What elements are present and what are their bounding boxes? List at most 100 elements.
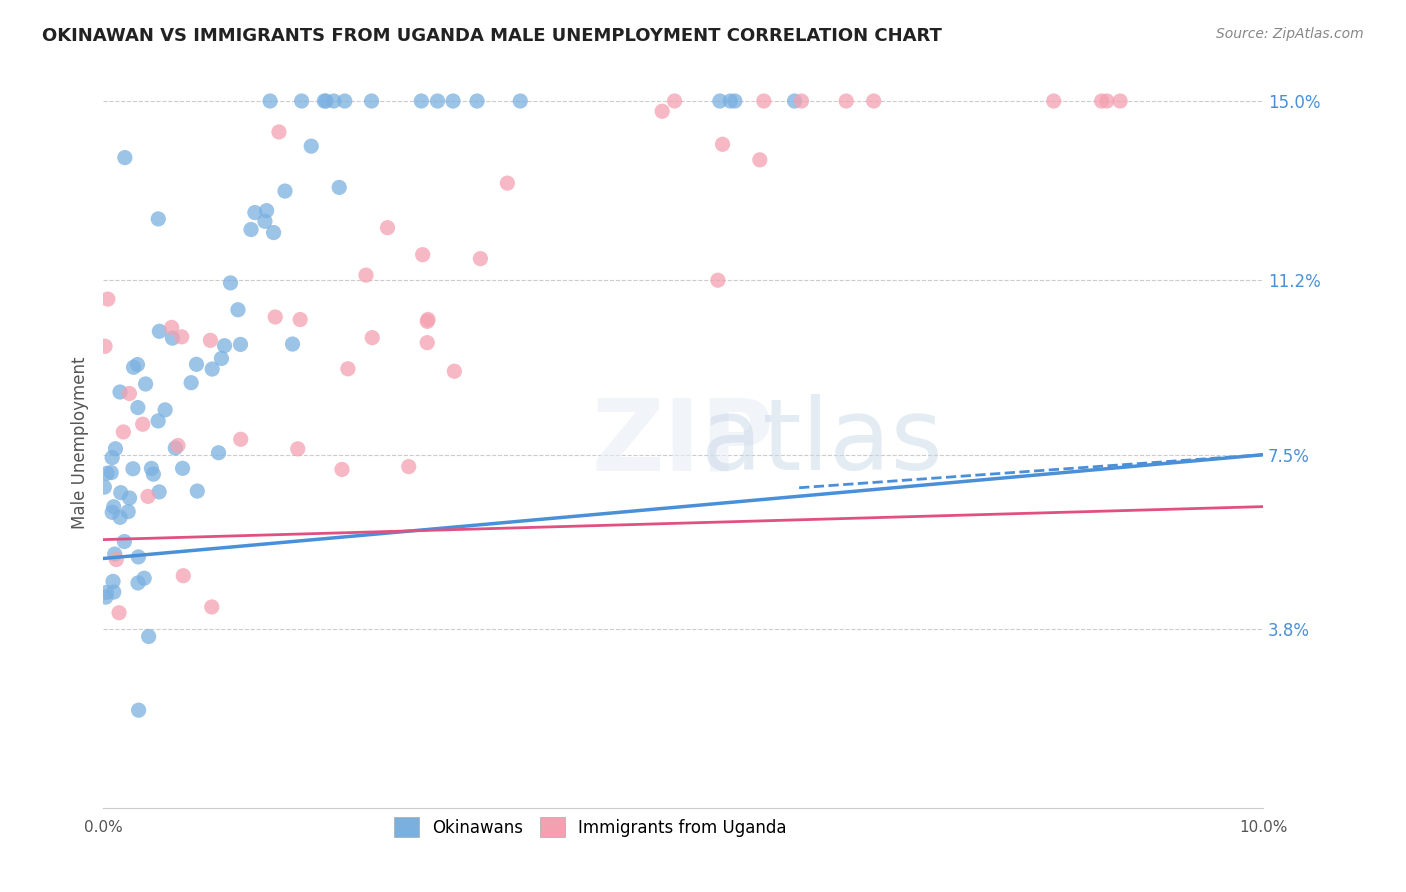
Okinawans bbox=[146, 414, 169, 428]
Okinawans bbox=[211, 351, 233, 366]
Immigrants from Uganda bbox=[862, 94, 884, 108]
Immigrants from Uganda bbox=[496, 176, 519, 190]
Okinawans bbox=[226, 302, 249, 317]
Immigrants from Uganda bbox=[412, 248, 434, 262]
Immigrants from Uganda bbox=[131, 417, 153, 432]
Okinawans bbox=[100, 466, 122, 480]
Okinawans bbox=[328, 180, 350, 194]
Immigrants from Uganda bbox=[470, 252, 492, 266]
Immigrants from Uganda bbox=[112, 425, 135, 439]
Immigrants from Uganda bbox=[108, 606, 131, 620]
Okinawans bbox=[172, 461, 194, 475]
Okinawans bbox=[94, 590, 117, 604]
Immigrants from Uganda bbox=[167, 438, 190, 452]
Okinawans bbox=[229, 337, 252, 351]
Immigrants from Uganda bbox=[267, 125, 290, 139]
Okinawans bbox=[709, 94, 731, 108]
Okinawans bbox=[127, 549, 149, 564]
Okinawans bbox=[148, 484, 170, 499]
Okinawans bbox=[465, 94, 488, 108]
Okinawans bbox=[509, 94, 531, 108]
Text: OKINAWAN VS IMMIGRANTS FROM UGANDA MALE UNEMPLOYMENT CORRELATION CHART: OKINAWAN VS IMMIGRANTS FROM UGANDA MALE … bbox=[42, 27, 942, 45]
Immigrants from Uganda bbox=[790, 94, 813, 108]
Immigrants from Uganda bbox=[707, 273, 730, 287]
Okinawans bbox=[263, 226, 285, 240]
Okinawans bbox=[426, 94, 449, 108]
Okinawans bbox=[186, 357, 208, 371]
Okinawans bbox=[104, 547, 127, 561]
Immigrants from Uganda bbox=[711, 137, 734, 152]
Okinawans bbox=[127, 576, 149, 591]
Okinawans bbox=[153, 402, 176, 417]
Okinawans bbox=[108, 510, 131, 524]
Immigrants from Uganda bbox=[1042, 94, 1064, 108]
Immigrants from Uganda bbox=[118, 386, 141, 401]
Okinawans bbox=[718, 94, 741, 108]
Immigrants from Uganda bbox=[416, 314, 439, 328]
Okinawans bbox=[148, 211, 170, 226]
Okinawans bbox=[315, 94, 337, 108]
Okinawans bbox=[165, 441, 187, 455]
Okinawans bbox=[103, 585, 125, 599]
Immigrants from Uganda bbox=[416, 312, 439, 326]
Okinawans bbox=[783, 94, 806, 108]
Immigrants from Uganda bbox=[136, 489, 159, 503]
Okinawans bbox=[274, 184, 297, 198]
Okinawans bbox=[108, 384, 131, 399]
Immigrants from Uganda bbox=[752, 94, 775, 108]
Okinawans bbox=[214, 339, 236, 353]
Okinawans bbox=[127, 401, 149, 415]
Immigrants from Uganda bbox=[287, 442, 309, 456]
Okinawans bbox=[96, 467, 118, 481]
Immigrants from Uganda bbox=[200, 334, 222, 348]
Okinawans bbox=[128, 703, 150, 717]
Immigrants from Uganda bbox=[97, 292, 120, 306]
Okinawans bbox=[243, 205, 266, 219]
Text: Source: ZipAtlas.com: Source: ZipAtlas.com bbox=[1216, 27, 1364, 41]
Okinawans bbox=[138, 630, 160, 644]
Okinawans bbox=[101, 450, 124, 465]
Okinawans bbox=[201, 362, 224, 376]
Immigrants from Uganda bbox=[170, 330, 193, 344]
Immigrants from Uganda bbox=[377, 220, 399, 235]
Okinawans bbox=[148, 324, 170, 338]
Okinawans bbox=[411, 94, 433, 108]
Okinawans bbox=[299, 139, 322, 153]
Immigrants from Uganda bbox=[336, 361, 359, 376]
Immigrants from Uganda bbox=[354, 268, 377, 282]
Okinawans bbox=[240, 222, 263, 236]
Okinawans bbox=[162, 331, 184, 345]
Okinawans bbox=[117, 505, 139, 519]
Okinawans bbox=[110, 485, 132, 500]
Okinawans bbox=[135, 376, 157, 391]
Okinawans bbox=[219, 276, 242, 290]
Okinawans bbox=[253, 214, 276, 228]
Immigrants from Uganda bbox=[416, 335, 439, 350]
Okinawans bbox=[118, 491, 141, 505]
Okinawans bbox=[142, 467, 165, 482]
Immigrants from Uganda bbox=[664, 94, 686, 108]
Okinawans bbox=[134, 571, 156, 585]
Immigrants from Uganda bbox=[1095, 94, 1118, 108]
Immigrants from Uganda bbox=[835, 94, 858, 108]
Okinawans bbox=[322, 94, 344, 108]
Immigrants from Uganda bbox=[229, 432, 252, 446]
Okinawans bbox=[360, 94, 382, 108]
Okinawans bbox=[101, 574, 124, 589]
Y-axis label: Male Unemployment: Male Unemployment bbox=[72, 357, 89, 529]
Okinawans bbox=[101, 505, 124, 519]
Immigrants from Uganda bbox=[398, 459, 420, 474]
Okinawans bbox=[259, 94, 281, 108]
Immigrants from Uganda bbox=[361, 331, 384, 345]
Okinawans bbox=[141, 461, 163, 475]
Legend: Okinawans, Immigrants from Uganda: Okinawans, Immigrants from Uganda bbox=[387, 810, 793, 844]
Immigrants from Uganda bbox=[1091, 94, 1114, 108]
Okinawans bbox=[122, 360, 145, 375]
Okinawans bbox=[186, 484, 208, 499]
Okinawans bbox=[122, 462, 145, 476]
Okinawans bbox=[96, 585, 118, 599]
Okinawans bbox=[103, 500, 125, 514]
Immigrants from Uganda bbox=[288, 312, 311, 326]
Okinawans bbox=[93, 480, 115, 494]
Text: atlas: atlas bbox=[702, 394, 943, 491]
